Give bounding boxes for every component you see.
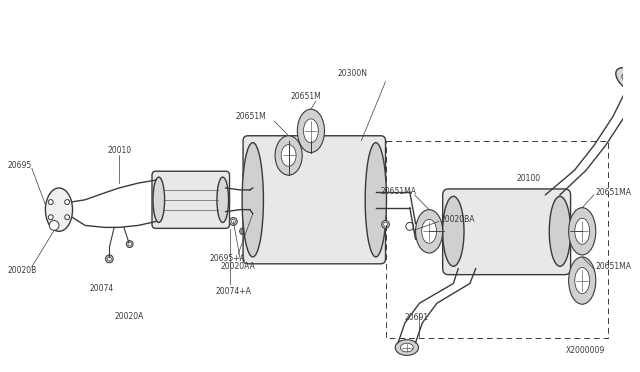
Circle shape	[241, 230, 244, 233]
Ellipse shape	[281, 145, 296, 166]
Ellipse shape	[45, 188, 72, 231]
Circle shape	[230, 218, 237, 225]
Text: 20300N: 20300N	[337, 69, 367, 78]
Circle shape	[622, 74, 628, 80]
Text: X2000009: X2000009	[566, 346, 605, 355]
Circle shape	[406, 222, 413, 230]
Text: 20100: 20100	[516, 174, 540, 183]
Ellipse shape	[422, 219, 436, 243]
Ellipse shape	[415, 210, 443, 253]
Ellipse shape	[569, 208, 596, 255]
Text: 20020A: 20020A	[114, 311, 143, 321]
Circle shape	[65, 215, 70, 220]
Text: 20010: 20010	[108, 146, 132, 155]
Ellipse shape	[575, 267, 589, 294]
Ellipse shape	[443, 196, 464, 266]
FancyBboxPatch shape	[443, 189, 571, 275]
Ellipse shape	[217, 177, 228, 222]
Text: 20651MA: 20651MA	[596, 262, 632, 271]
Circle shape	[240, 228, 246, 235]
Circle shape	[637, 84, 640, 89]
Ellipse shape	[298, 109, 324, 153]
Ellipse shape	[569, 257, 596, 304]
Text: 20020AA: 20020AA	[221, 262, 255, 271]
Text: 20020B: 20020B	[8, 266, 37, 275]
Ellipse shape	[401, 343, 413, 352]
Circle shape	[49, 200, 53, 205]
Ellipse shape	[575, 218, 589, 244]
Circle shape	[49, 221, 59, 230]
Ellipse shape	[275, 136, 302, 175]
Ellipse shape	[153, 177, 164, 222]
Ellipse shape	[242, 142, 264, 257]
Ellipse shape	[303, 119, 318, 143]
Text: 20074+A: 20074+A	[216, 287, 252, 296]
Text: 20695+A: 20695+A	[209, 254, 245, 263]
Circle shape	[381, 221, 389, 228]
Circle shape	[232, 219, 236, 224]
FancyBboxPatch shape	[152, 171, 230, 228]
Text: 20074: 20074	[90, 284, 114, 293]
Circle shape	[383, 222, 387, 227]
Text: 20695: 20695	[8, 161, 32, 170]
Text: 20020BA: 20020BA	[441, 215, 476, 224]
Text: 20651MA: 20651MA	[381, 187, 417, 196]
Text: 20651M: 20651M	[236, 112, 266, 121]
Circle shape	[49, 215, 53, 220]
Ellipse shape	[549, 196, 571, 266]
Circle shape	[128, 243, 131, 246]
Text: 20691: 20691	[405, 314, 429, 323]
Circle shape	[65, 200, 70, 205]
Ellipse shape	[396, 340, 419, 355]
Text: 20651M: 20651M	[291, 92, 321, 101]
Bar	[385, 141, 609, 338]
Ellipse shape	[616, 68, 640, 96]
Text: 20651MA: 20651MA	[596, 188, 632, 198]
Circle shape	[106, 255, 113, 263]
FancyBboxPatch shape	[243, 136, 385, 264]
Circle shape	[108, 257, 111, 261]
Circle shape	[126, 241, 133, 248]
Ellipse shape	[365, 142, 387, 257]
